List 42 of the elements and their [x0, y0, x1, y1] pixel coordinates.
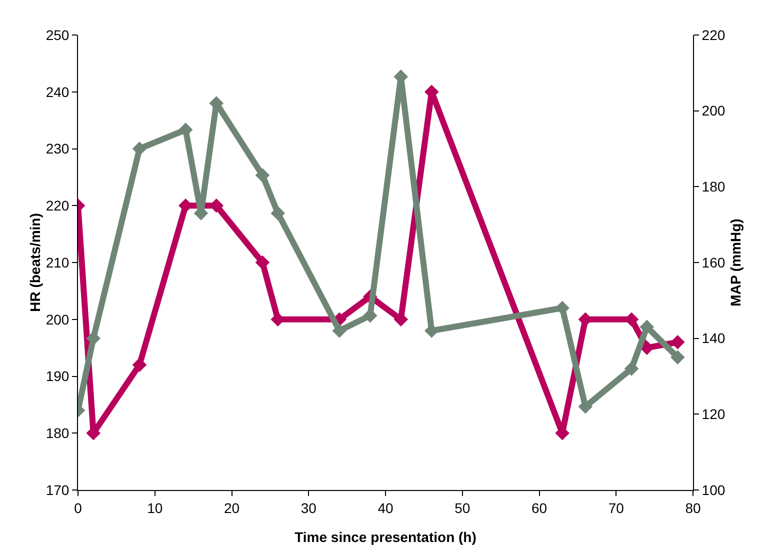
y-tick-label: 250 — [46, 26, 70, 43]
point — [624, 362, 639, 376]
y-tick-label: 220 — [46, 198, 70, 214]
x-tick-label: 60 — [531, 500, 548, 516]
y-tick-label: 210 — [46, 254, 70, 270]
point — [270, 206, 286, 220]
x-tick-label: 40 — [378, 500, 394, 516]
x-tick-label: 10 — [147, 500, 163, 516]
point — [255, 255, 270, 270]
y2-tick-label: 120 — [702, 406, 726, 422]
point — [332, 324, 347, 338]
x-tick-label: 20 — [224, 500, 240, 516]
x-tick-label: 80 — [685, 500, 701, 516]
y2-tick-label: 100 — [702, 482, 726, 498]
y2-tick-label: 180 — [702, 178, 726, 195]
y2-tick-label: 220 — [702, 26, 726, 43]
y2-tick-label: 200 — [702, 102, 726, 119]
y-tick-label: 190 — [46, 368, 70, 384]
point — [132, 142, 147, 156]
y-axis-title: HR (beats/min) — [27, 213, 43, 312]
x-tick-label: 30 — [300, 500, 317, 516]
point — [132, 358, 147, 372]
y2-tick-label: 160 — [702, 254, 726, 270]
x-tick-label: 70 — [608, 500, 624, 516]
point — [555, 300, 570, 316]
y2-tick-label: 140 — [702, 330, 726, 346]
point — [255, 168, 270, 182]
point — [670, 350, 685, 364]
point — [178, 122, 193, 137]
y-tick-label: 200 — [46, 311, 70, 328]
x-tick-label: 50 — [454, 500, 470, 516]
y-tick-label: 230 — [46, 140, 70, 157]
x-axis-title: Time since presentation (h) — [294, 529, 476, 545]
y-tick-label: 170 — [46, 482, 70, 498]
point — [640, 320, 654, 334]
x-tick-label: 0 — [74, 500, 82, 516]
point — [640, 340, 654, 355]
y-tick-label: 180 — [46, 425, 70, 442]
point — [578, 399, 593, 414]
y2-axis-title: MAP (mmHg) — [727, 218, 744, 306]
point — [86, 331, 101, 346]
y-tick-label: 240 — [46, 84, 70, 100]
